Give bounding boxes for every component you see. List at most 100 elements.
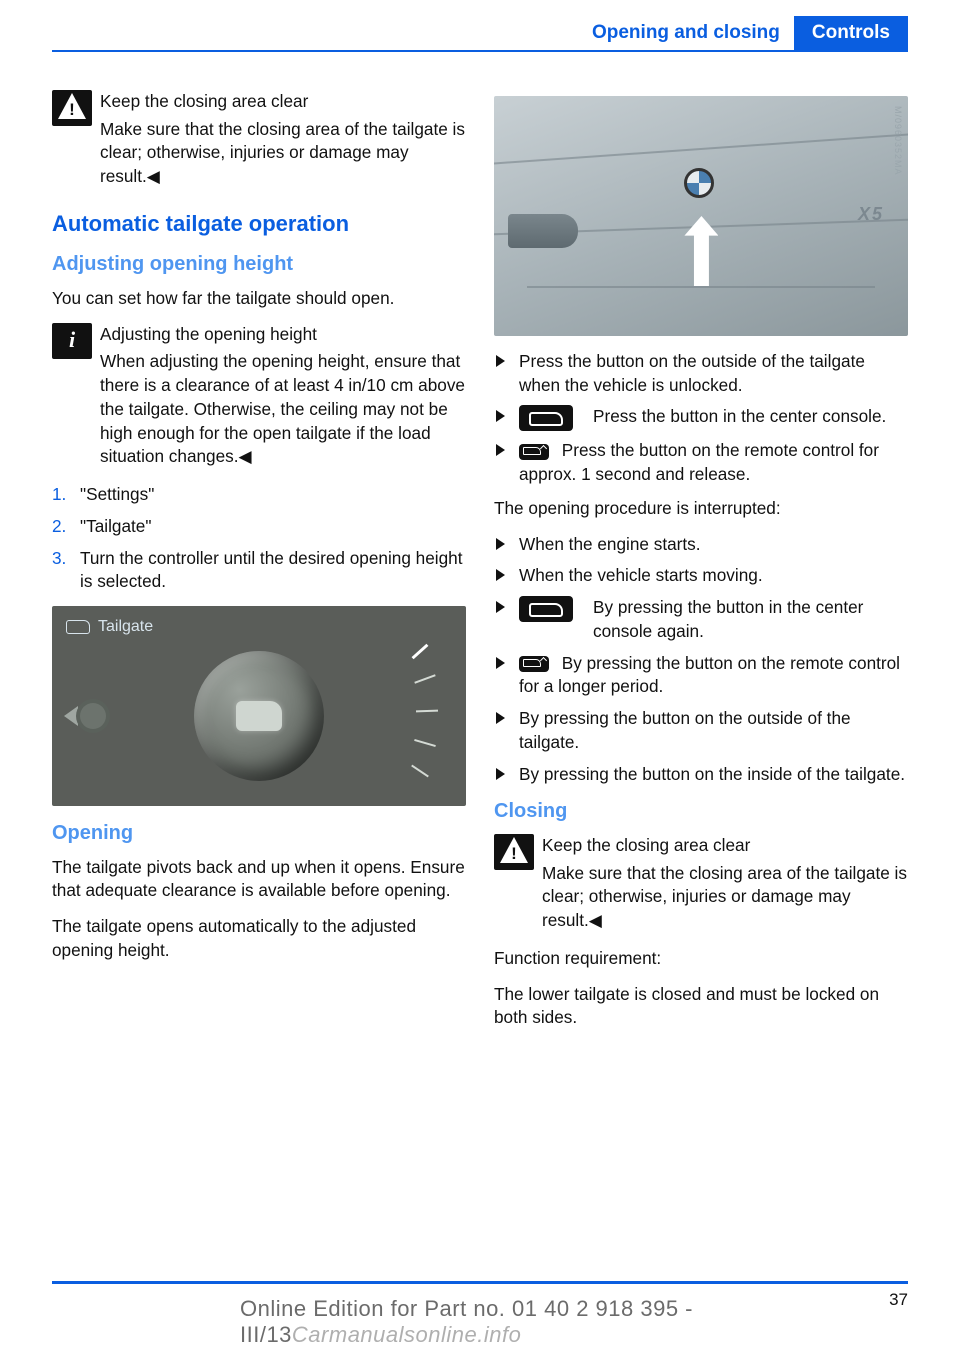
list-item: By pressing the button in the center con… (494, 596, 908, 643)
warning-icon (52, 90, 92, 126)
header-section: Opening and closing (592, 16, 794, 50)
triangle-bullet-icon (496, 444, 505, 456)
bullet-text: By pressing the button in the center con… (593, 596, 908, 643)
list-item: Press the button in the center console. (494, 405, 908, 431)
bullet-text: Press the button in the center console. (593, 405, 908, 429)
triangle-bullet-icon (496, 538, 505, 550)
info-block-1: Adjusting the opening height When adjust… (52, 323, 466, 469)
bmw-badge-icon (684, 168, 714, 198)
panel-line (494, 134, 908, 165)
list-item: Press the button on the remote control f… (494, 439, 908, 486)
info-title: Adjusting the opening height (100, 323, 466, 347)
remote-button-icon (519, 656, 549, 672)
list-item: By pressing the button on the inside of … (494, 763, 908, 787)
bullet-text: Press the button on the remote control f… (519, 440, 879, 484)
bullet-text: Press the button on the outside of the t… (519, 350, 908, 397)
closing-req-label: Function requirement: (494, 947, 908, 971)
footer-watermark: Online Edition for Part no. 01 40 2 918 … (240, 1296, 720, 1348)
step-text: "Tailgate" (80, 515, 466, 539)
bullet-text: When the vehicle starts moving. (519, 564, 908, 588)
bullet-with-icon: By pressing the button on the remote con… (519, 652, 908, 699)
figure-code: M/0960352MA (890, 106, 904, 326)
footer-rule (52, 1281, 908, 1284)
warning-body-start: Make sure that the closing area of the t… (100, 118, 466, 189)
bullet-text: By pressing the button on the inside of … (519, 763, 908, 787)
list-item: 3. Turn the controller until the desired… (52, 547, 466, 594)
triangle-bullet-icon (496, 601, 505, 613)
page-header: Opening and closing Controls (592, 16, 908, 50)
step-number: 3. (52, 547, 80, 571)
opening-methods-list: Press the button on the outside of the t… (494, 350, 908, 487)
tick (416, 710, 438, 713)
list-item: By pressing the button on the remote con… (494, 652, 908, 699)
tick (411, 765, 429, 778)
step-text: "Settings" (80, 483, 466, 507)
closing-req-body: The lower tailgate is closed and must be… (494, 983, 908, 1030)
warning-icon (494, 834, 534, 870)
page-number: 37 (889, 1290, 908, 1310)
gear-icon (80, 703, 106, 729)
triangle-bullet-icon (496, 569, 505, 581)
info-icon (52, 323, 92, 359)
bullet-with-icon: By pressing the button in the center con… (519, 596, 908, 643)
model-badge: X5 (858, 202, 884, 227)
header-rule (52, 50, 908, 52)
triangle-bullet-icon (496, 768, 505, 780)
bullet-with-icon: Press the button in the center console. (519, 405, 908, 431)
opening-p2: The tailgate opens automatically to the … (52, 915, 466, 962)
console-button-icon (519, 405, 573, 431)
figure-label: Tailgate (66, 616, 153, 638)
warning-title: Keep the closing area clear (542, 834, 908, 858)
left-arrow-icon (64, 706, 78, 726)
interrupt-list: When the engine starts. When the vehicle… (494, 533, 908, 787)
triangle-bullet-icon (496, 712, 505, 724)
tick (414, 739, 436, 747)
list-item: When the vehicle starts moving. (494, 564, 908, 588)
settings-steps: 1. "Settings" 2. "Tailgate" 3. Turn the … (52, 483, 466, 594)
content-columns: Keep the closing area clear Make sure th… (52, 90, 908, 1252)
triangle-bullet-icon (496, 355, 505, 367)
warning-title: Keep the closing area clear (100, 90, 466, 114)
watermark-text: Carmanualsonline.info (292, 1322, 521, 1347)
bullet-text: When the engine starts. (519, 533, 908, 557)
figure-vehicle-tailgate: X5 M/0960352MA (494, 96, 908, 336)
header-chapter: Controls (794, 16, 908, 50)
remote-button-icon (519, 444, 549, 460)
warning-body: Make sure that the closing area of the t… (542, 863, 907, 930)
triangle-bullet-icon (496, 410, 505, 422)
list-item: 1. "Settings" (52, 483, 466, 507)
interrupt-intro: The opening procedure is interrupted: (494, 497, 908, 521)
heading-adjusting-height: Adjusting opening height (52, 251, 466, 279)
right-column: X5 M/0960352MA Press the button on the o… (494, 90, 908, 1252)
step-number: 2. (52, 515, 80, 539)
list-item: Press the button on the outside of the t… (494, 350, 908, 397)
car-glyph-icon (66, 620, 90, 634)
manual-page: Opening and closing Controls Keep the cl… (0, 0, 960, 1362)
bullet-text: By pressing the button on the remote con… (519, 653, 900, 697)
panel-line (527, 286, 875, 288)
warning-block-1: Keep the closing area clear Make sure th… (52, 90, 466, 189)
warning-body: Make sure that the closing area of the t… (100, 119, 465, 186)
adjust-intro: You can set how far the tailgate should … (52, 287, 466, 311)
list-item: 2. "Tailgate" (52, 515, 466, 539)
heading-automatic-tailgate: Automatic tailgate operation (52, 209, 466, 239)
warning-block-2: Keep the closing area clear Make sure th… (494, 834, 908, 933)
opening-p1: The tailgate pivots back and up when it … (52, 856, 466, 903)
figure-label-text: Tailgate (98, 616, 153, 638)
info-body: When adjusting the opening height, ensur… (100, 351, 465, 466)
heading-opening: Opening (52, 820, 466, 848)
controller-dial (194, 651, 324, 781)
figure-idrive-tailgate: Tailgate (52, 606, 466, 806)
list-item: When the engine starts. (494, 533, 908, 557)
heading-closing: Closing (494, 798, 908, 826)
left-column: Keep the closing area clear Make sure th… (52, 90, 466, 1252)
triangle-bullet-icon (496, 657, 505, 669)
bullet-with-icon: Press the button on the remote control f… (519, 439, 908, 486)
tick (414, 674, 435, 683)
console-button-icon (519, 596, 573, 622)
bullet-text: By pressing the button on the outside of… (519, 707, 908, 754)
height-ticks (330, 644, 430, 780)
tick (412, 644, 429, 660)
step-text: Turn the controller until the desired op… (80, 547, 466, 594)
step-number: 1. (52, 483, 80, 507)
